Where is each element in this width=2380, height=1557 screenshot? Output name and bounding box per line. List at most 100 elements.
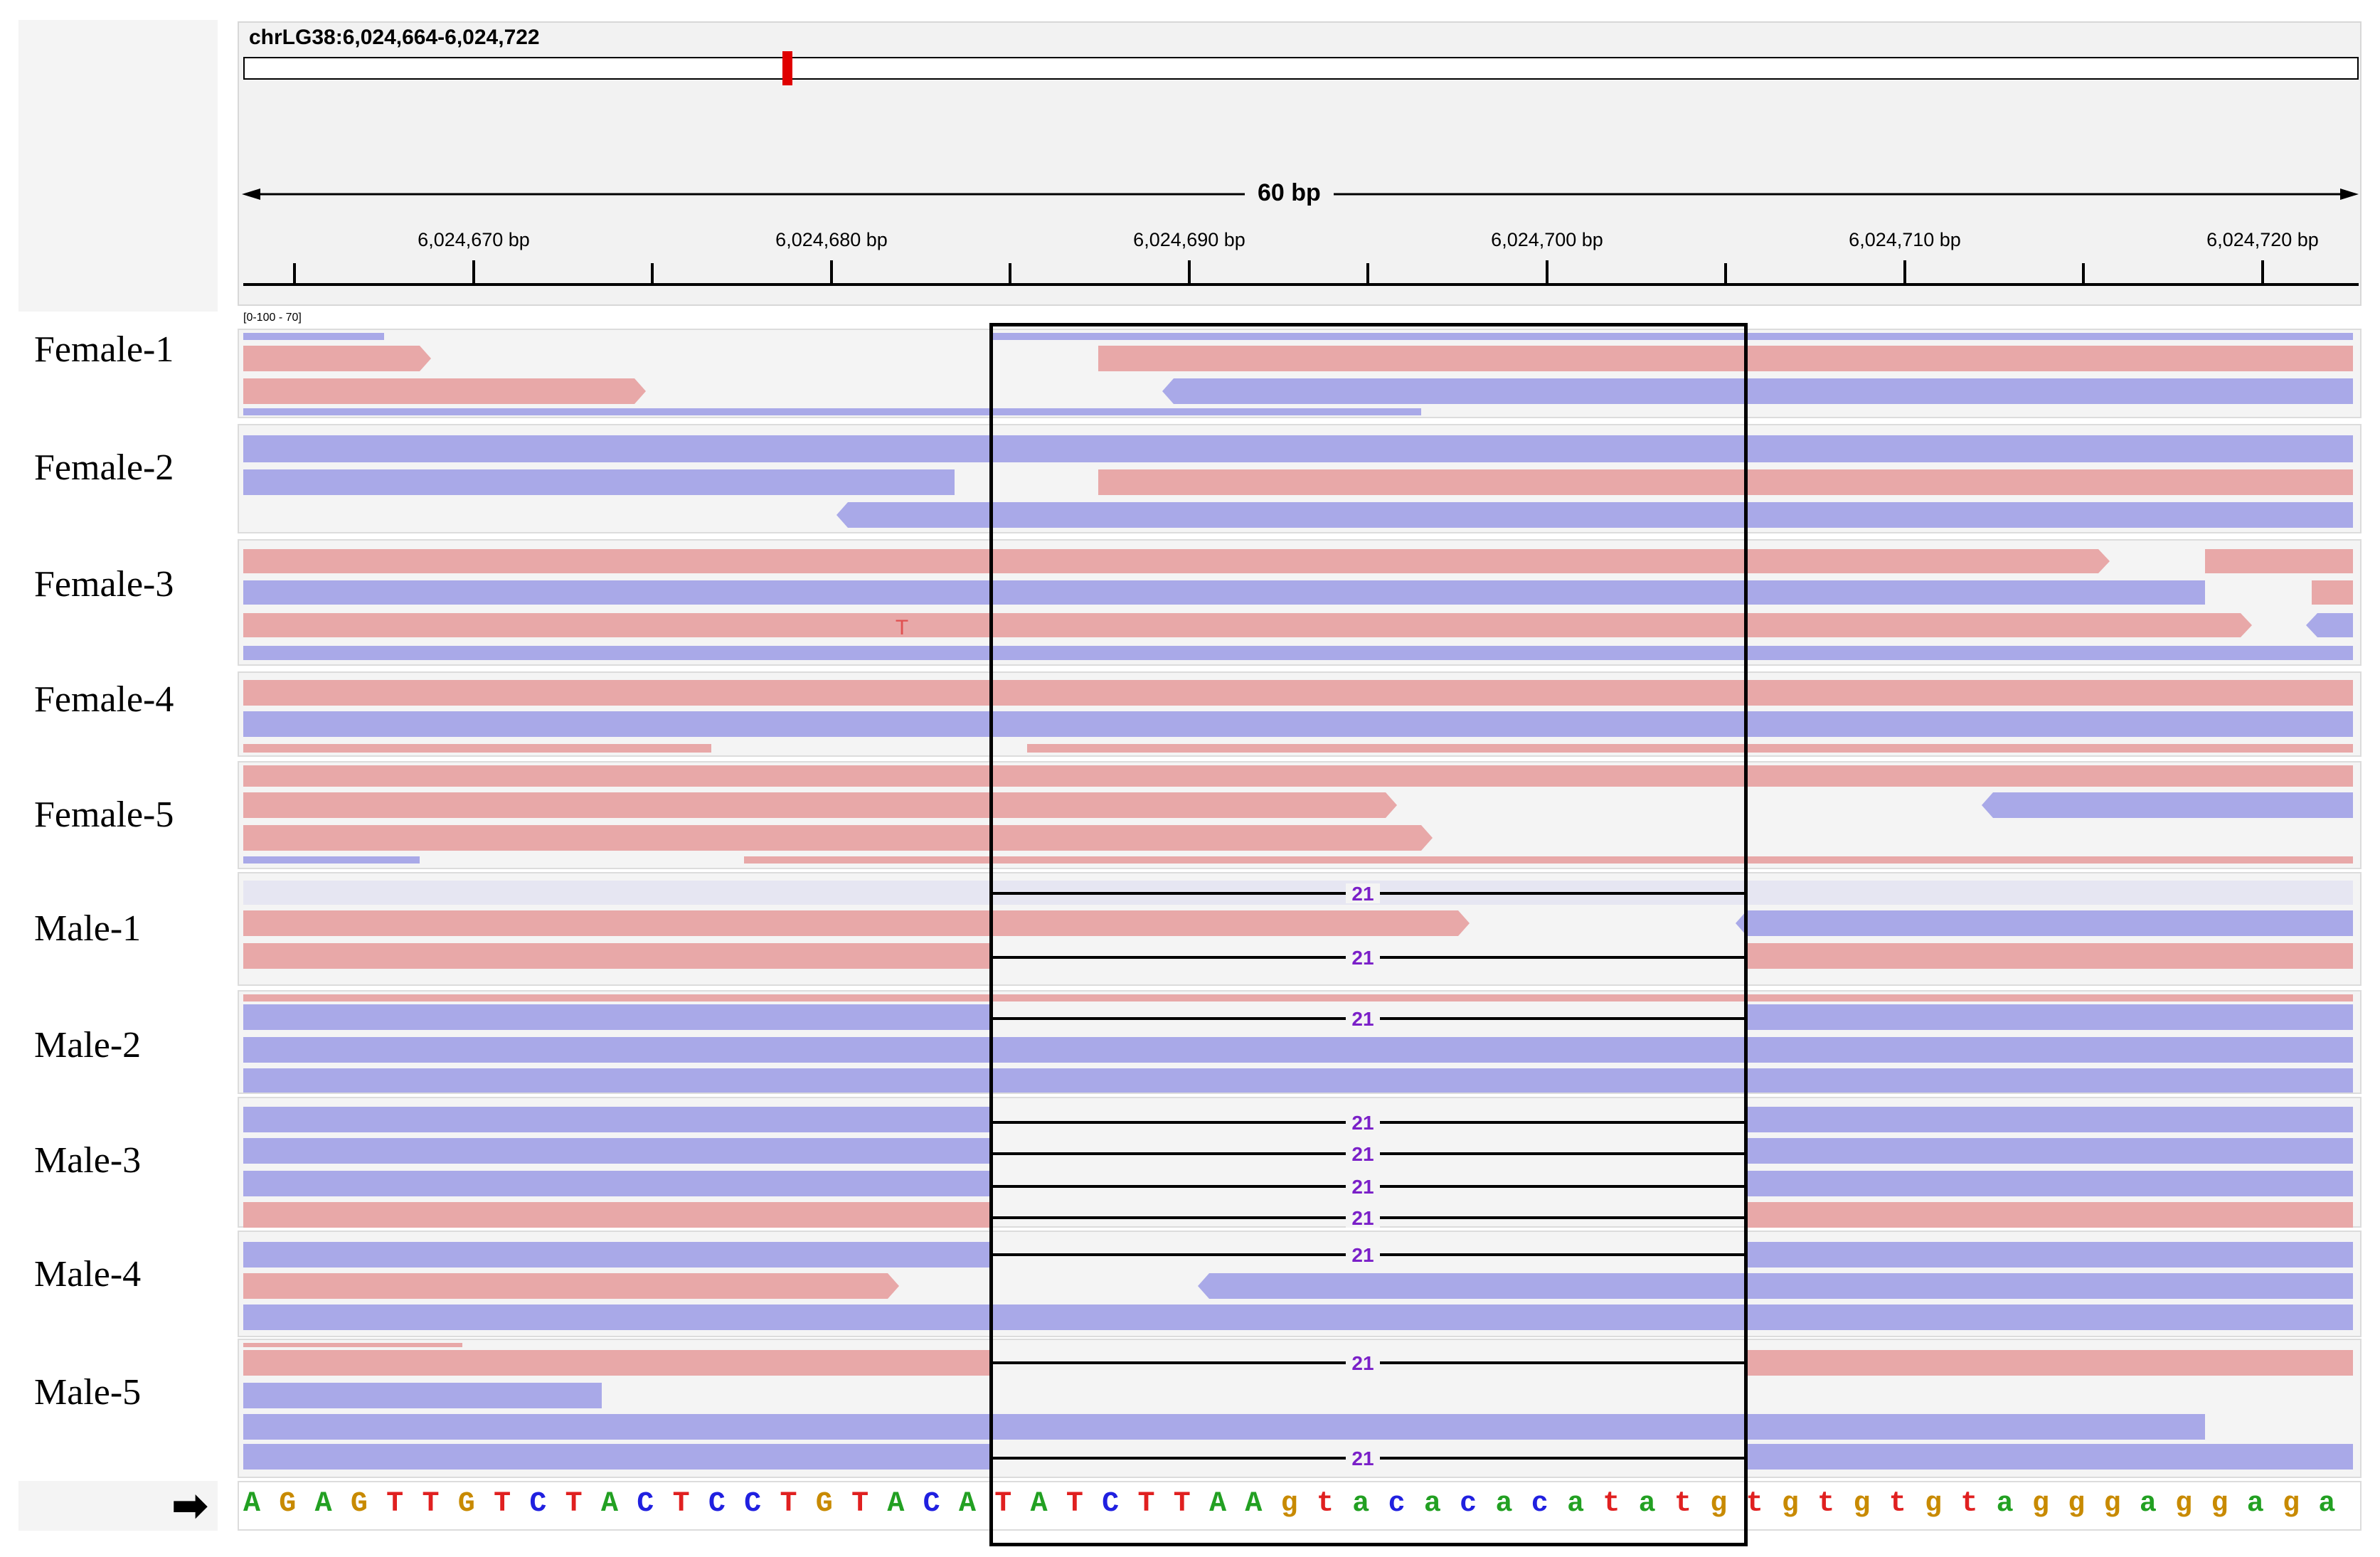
aligned-read[interactable] <box>1736 910 2353 936</box>
aligned-read[interactable] <box>243 856 420 863</box>
aligned-read[interactable] <box>1747 1004 2353 1030</box>
ruler-major-tick <box>1188 260 1191 283</box>
aligned-read[interactable] <box>1198 1273 2353 1299</box>
aligned-read[interactable] <box>1747 1138 2353 1164</box>
aligned-read[interactable] <box>243 825 1433 851</box>
aligned-read[interactable] <box>744 856 2353 863</box>
aligned-read[interactable] <box>243 1444 992 1470</box>
aligned-read[interactable] <box>243 1383 602 1408</box>
aligned-read[interactable] <box>836 502 2353 528</box>
reference-base: t <box>1316 1488 1334 1520</box>
sample-label-male-1[interactable]: Male-1 <box>34 908 142 949</box>
reference-base: t <box>1746 1488 1763 1520</box>
ruler-minor-tick <box>293 263 296 283</box>
aligned-read[interactable] <box>243 994 2353 1001</box>
tick-label-1: 6,024,670 bp <box>418 229 530 250</box>
aligned-read[interactable] <box>243 333 384 340</box>
aligned-read[interactable] <box>1747 1107 2353 1132</box>
aligned-read[interactable] <box>243 580 2205 605</box>
sample-label-female-4[interactable]: Female-4 <box>34 679 174 720</box>
locus-text: chrLG38:6,024,664-6,024,722 <box>249 26 540 49</box>
aligned-read[interactable] <box>1098 469 2353 495</box>
aligned-read[interactable] <box>1982 792 2353 818</box>
sample-label-male-3[interactable]: Male-3 <box>34 1140 142 1181</box>
reference-base: G <box>279 1488 297 1520</box>
ruler-major-tick <box>1546 260 1548 283</box>
aligned-read[interactable] <box>1747 1350 2353 1376</box>
ruler-minor-tick <box>1009 263 1011 283</box>
aligned-read[interactable] <box>243 469 955 495</box>
aligned-read[interactable] <box>243 1273 899 1299</box>
sequence-strand-box: ➡ <box>18 1481 218 1531</box>
aligned-read[interactable] <box>243 1138 992 1164</box>
aligned-read[interactable] <box>243 744 711 753</box>
sample-label-female-2[interactable]: Female-2 <box>34 447 174 488</box>
aligned-read[interactable] <box>243 378 646 404</box>
reference-base: C <box>923 1488 940 1520</box>
aligned-read[interactable] <box>1747 943 2353 969</box>
aligned-read[interactable] <box>243 910 992 936</box>
aligned-read[interactable] <box>243 1242 992 1268</box>
aligned-read[interactable] <box>243 943 992 969</box>
aligned-read[interactable] <box>243 646 2353 660</box>
aligned-read[interactable] <box>243 346 431 371</box>
aligned-read[interactable] <box>243 1343 462 1347</box>
aligned-read[interactable] <box>243 1171 992 1196</box>
aligned-read[interactable] <box>992 333 2353 340</box>
reference-base: T <box>422 1488 440 1520</box>
reference-base: C <box>744 1488 762 1520</box>
sample-label-male-2[interactable]: Male-2 <box>34 1025 142 1066</box>
reference-base: A <box>958 1488 976 1520</box>
aligned-read[interactable] <box>243 680 2353 706</box>
aligned-read[interactable] <box>2205 549 2353 573</box>
reference-base: T <box>672 1488 690 1520</box>
aligned-read[interactable] <box>243 1107 992 1132</box>
sample-label-male-4[interactable]: Male-4 <box>34 1254 142 1295</box>
aligned-read[interactable] <box>243 435 2353 462</box>
sample-label-male-5[interactable]: Male-5 <box>34 1372 142 1413</box>
deletion-label-bg <box>1346 1208 1380 1228</box>
aligned-read[interactable] <box>243 549 2110 573</box>
ruler-minor-tick <box>651 263 654 283</box>
sample-label-female-1[interactable]: Female-1 <box>34 329 174 370</box>
reference-base: C <box>1102 1488 1120 1520</box>
aligned-read[interactable] <box>243 1350 992 1376</box>
aligned-read[interactable] <box>243 1037 992 1063</box>
aligned-read[interactable] <box>243 1068 2353 1093</box>
aligned-read[interactable] <box>1747 1242 2353 1268</box>
reference-base: A <box>1030 1488 1048 1520</box>
reference-base: g <box>2175 1488 2193 1520</box>
aligned-read[interactable] <box>243 711 2353 737</box>
aligned-read[interactable] <box>243 613 2252 637</box>
aligned-read[interactable] <box>1747 1444 2353 1470</box>
aligned-read[interactable] <box>1162 378 2353 404</box>
aligned-read[interactable] <box>992 1037 2353 1063</box>
aligned-read[interactable] <box>243 408 1421 415</box>
deletion-size-label: 21 <box>1351 1143 1374 1165</box>
aligned-read[interactable] <box>1747 1171 2353 1196</box>
aligned-read[interactable] <box>243 1004 992 1030</box>
aligned-read[interactable] <box>243 1304 2353 1330</box>
aligned-read[interactable] <box>243 1202 992 1228</box>
sample-label-female-3[interactable]: Female-3 <box>34 564 174 605</box>
deletion-label-bg <box>1346 1144 1380 1164</box>
aligned-read[interactable] <box>1098 346 2353 371</box>
aligned-read[interactable] <box>2312 580 2353 605</box>
reference-base: a <box>1996 1488 2014 1520</box>
reference-base: A <box>1245 1488 1263 1520</box>
aligned-read[interactable] <box>243 792 1397 818</box>
aligned-read[interactable] <box>1747 1202 2353 1228</box>
region-marker[interactable] <box>782 51 792 85</box>
reference-base: t <box>1674 1488 1691 1520</box>
chromosome-ideogram[interactable] <box>243 57 2359 80</box>
sample-label-female-5[interactable]: Female-5 <box>34 795 174 835</box>
aligned-read[interactable] <box>243 1414 2205 1440</box>
aligned-read[interactable] <box>2306 613 2353 637</box>
aligned-read[interactable] <box>1027 744 2353 753</box>
aligned-read[interactable] <box>992 910 1470 936</box>
strand-arrow-icon[interactable]: ➡ <box>171 1482 208 1529</box>
deletion-size-label: 21 <box>1351 1207 1374 1229</box>
aligned-read[interactable] <box>243 765 2353 787</box>
